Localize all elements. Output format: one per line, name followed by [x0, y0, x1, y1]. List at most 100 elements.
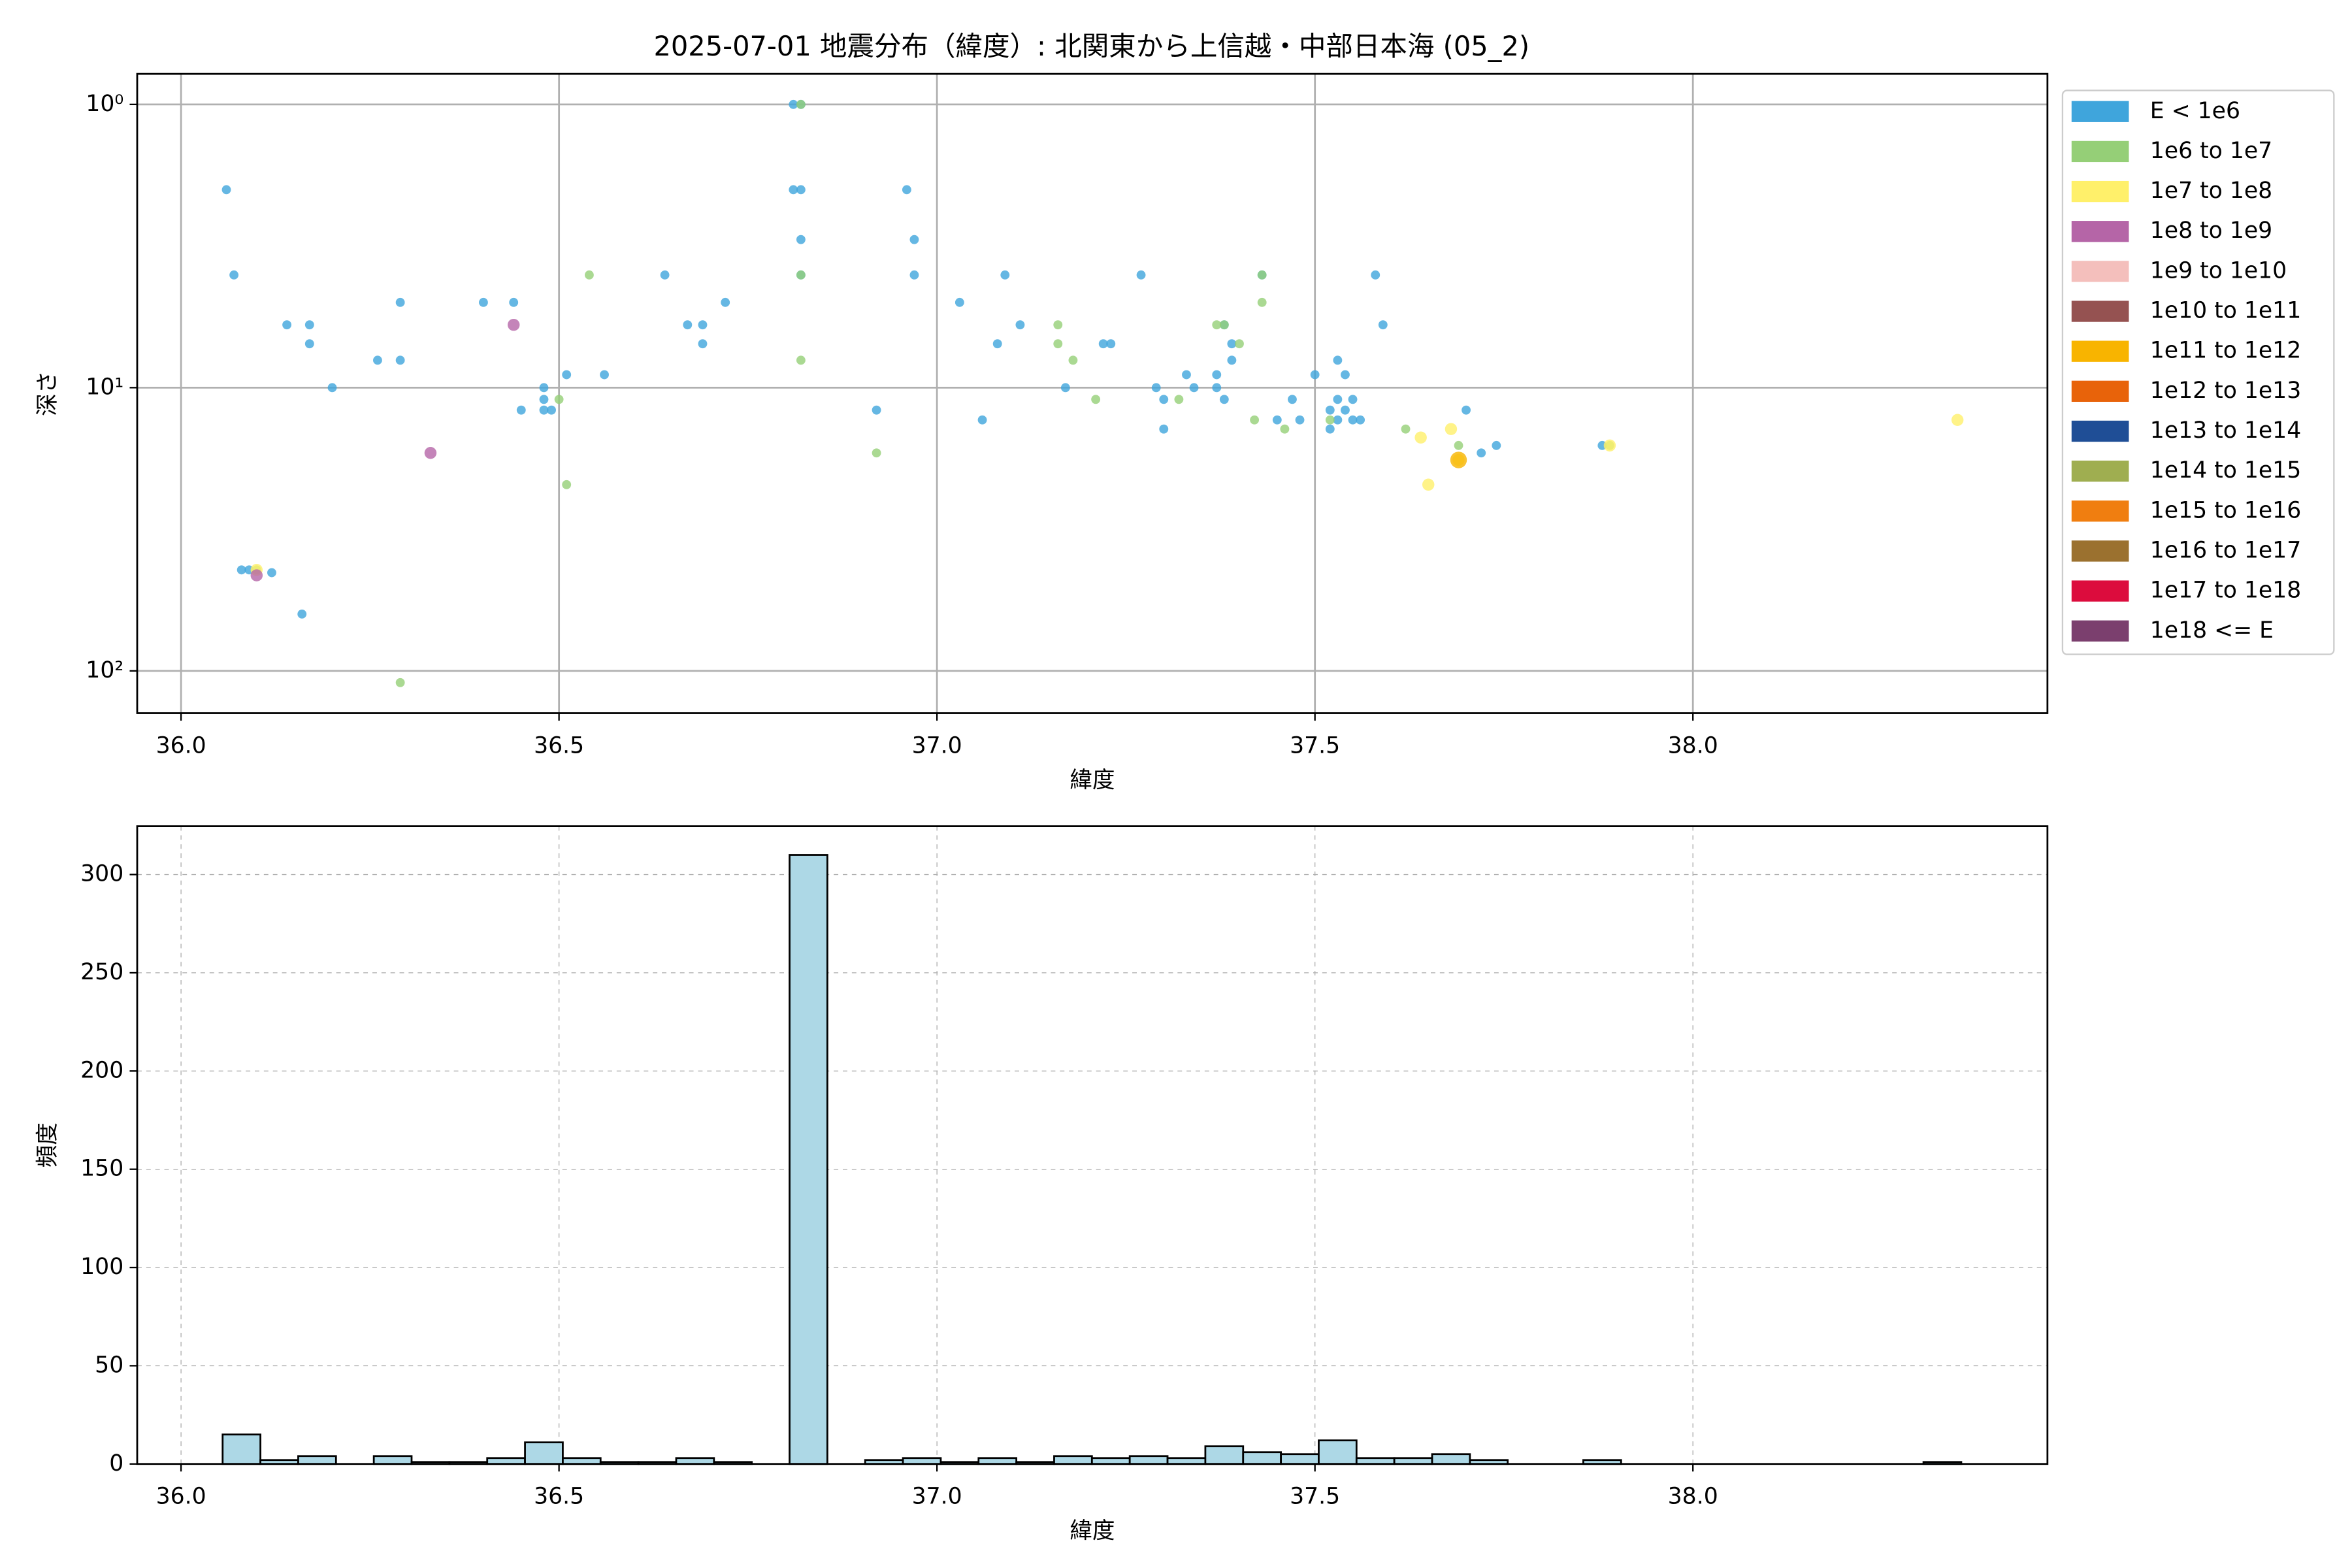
scatter-point: [1219, 320, 1229, 330]
legend-swatch: [2071, 420, 2129, 442]
legend: E < 1e6 1e6 to 1e7 1e7 to 1e8 1e8 to 1e9 1e9…: [2061, 90, 2335, 655]
scatter-point: [1068, 355, 1078, 365]
scatter-point: [789, 99, 798, 109]
scatter-point: [1159, 395, 1169, 404]
scatter-point: [1235, 339, 1244, 349]
y-tick-label: 10¹: [86, 374, 123, 400]
histogram-bar: [1204, 1445, 1245, 1465]
scatter-point: [1227, 339, 1237, 349]
scatter-point: [1000, 270, 1010, 280]
scatter-point: [1182, 370, 1191, 380]
legend-swatch: [2071, 620, 2129, 642]
scatter-point: [1295, 415, 1305, 425]
legend-swatch: [2071, 301, 2129, 322]
legend-swatch: [2071, 180, 2129, 203]
x-axis-label: 緯度: [1070, 1518, 1115, 1544]
scatter-point: [395, 355, 405, 365]
scatter-point: [539, 405, 549, 415]
scatter-point: [424, 447, 437, 459]
legend-swatch: [2071, 580, 2129, 602]
scatter-point: [796, 185, 806, 195]
y-tick-label: 0: [109, 1450, 123, 1477]
scatter-point: [1060, 383, 1070, 393]
scatter-point: [1325, 405, 1335, 415]
scatter-point: [1212, 383, 1222, 393]
scatter-point: [562, 480, 572, 489]
legend-swatch: [2071, 540, 2129, 562]
scatter-point: [1341, 370, 1350, 380]
scatter-point: [1348, 415, 1358, 425]
scatter-point: [977, 415, 987, 425]
scatter-point: [796, 270, 806, 280]
legend-swatch: [2071, 461, 2129, 482]
legend-label: 1e17 to 1e18: [2150, 578, 2301, 604]
scatter-point: [1325, 415, 1335, 425]
scatter-point: [539, 383, 549, 393]
histogram-bar: [297, 1455, 337, 1465]
histogram-bar: [1128, 1455, 1169, 1465]
legend-label: 1e12 to 1e13: [2150, 378, 2301, 404]
scatter-point: [1454, 440, 1463, 450]
scatter-point: [395, 297, 405, 307]
scatter-point: [796, 355, 806, 365]
y-axis-label: 頻度: [35, 1122, 61, 1168]
scatter-point: [1341, 405, 1350, 415]
scatter-point: [1257, 270, 1267, 280]
scatter-point: [796, 235, 806, 244]
scatter-point: [1091, 395, 1101, 404]
scatter-point: [221, 185, 231, 195]
legend-label: 1e8 to 1e9: [2150, 218, 2272, 244]
scatter-point: [1603, 439, 1616, 452]
scatter-point: [539, 395, 549, 404]
scatter-point: [1098, 339, 1108, 349]
scatter-point: [1257, 297, 1267, 307]
legend-label: 1e16 to 1e17: [2150, 537, 2301, 563]
legend-label: 1e15 to 1e16: [2150, 497, 2301, 523]
scatter-point: [516, 405, 526, 415]
x-tick-label: 36.5: [534, 1484, 584, 1510]
scatter-point: [1333, 415, 1343, 425]
histogram-bar: [372, 1455, 413, 1465]
scatter-point: [909, 235, 919, 244]
scatter-point: [1378, 320, 1388, 330]
scatter-point: [562, 370, 572, 380]
x-axis-label: 緯度: [1070, 767, 1115, 793]
legend-swatch: [2071, 101, 2129, 122]
y-tick-label: 50: [95, 1352, 123, 1378]
histogram-bar: [1431, 1453, 1471, 1465]
scatter-point: [1053, 320, 1063, 330]
scatter-point: [1288, 395, 1297, 404]
y-tick-label: 10²: [86, 657, 123, 683]
histogram-bar: [789, 854, 828, 1465]
scatter-point: [1492, 440, 1501, 450]
scatter-point: [1445, 423, 1458, 435]
scatter-point: [1250, 415, 1260, 425]
plot-frame: [136, 825, 2049, 1465]
histogram-bar: [1053, 1455, 1093, 1465]
x-tick-label: 38.0: [1668, 732, 1718, 759]
scatter-point: [1325, 424, 1335, 434]
histogram-bar: [1280, 1453, 1320, 1465]
scatter-point: [1477, 448, 1486, 458]
scatter-point: [507, 318, 520, 331]
scatter-point: [698, 320, 708, 330]
x-tick-label: 36.0: [156, 1484, 206, 1510]
scatter-point: [584, 270, 594, 280]
scatter-point: [600, 370, 609, 380]
y-tick-label: 250: [80, 959, 123, 985]
legend-swatch: [2071, 340, 2129, 362]
scatter-point: [304, 339, 314, 349]
scatter-point: [1159, 424, 1169, 434]
y-tick-label: 200: [80, 1057, 123, 1083]
y-tick-label: 150: [80, 1156, 123, 1182]
scatter-point: [1310, 370, 1320, 380]
legend-swatch: [2071, 140, 2129, 163]
scatter-point: [1174, 395, 1184, 404]
scatter-point: [872, 405, 881, 415]
legend-label: 1e6 to 1e7: [2150, 138, 2272, 164]
y-tick-label: 300: [80, 861, 123, 887]
scatter-point: [304, 320, 314, 330]
scatter-point: [1348, 395, 1358, 404]
legend-label: 1e7 to 1e8: [2150, 178, 2272, 204]
legend-frame: [2061, 90, 2335, 655]
